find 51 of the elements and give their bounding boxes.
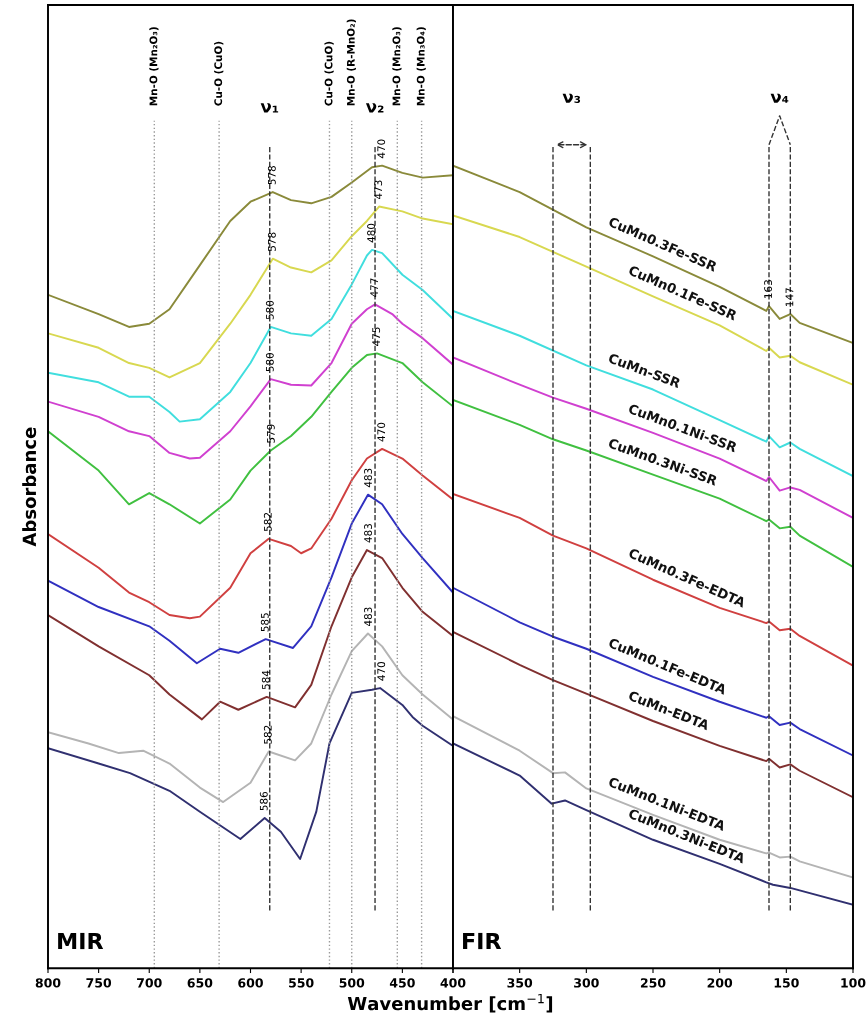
annotation: 584 xyxy=(261,670,270,690)
x-tick-label: 800 xyxy=(35,978,61,988)
annotation: 586 xyxy=(259,791,268,811)
ref-line-label: ν₃ xyxy=(562,93,581,103)
annotation: 582 xyxy=(263,513,272,532)
x-axis-title: Wavenumber [cm$^{−1}$] xyxy=(347,993,553,1013)
annotation: 582 xyxy=(263,725,272,744)
annotation: 163 xyxy=(764,280,773,298)
annotation: 483 xyxy=(364,607,372,627)
x-tick-label: 250 xyxy=(640,978,666,988)
annotation: 470 xyxy=(377,139,386,159)
ref-line-label: Mn-O (R-MnO₂) xyxy=(346,19,356,106)
annotation: 475 xyxy=(372,327,381,346)
annotation: 483 xyxy=(364,468,372,488)
y-axis-title: Absorbance xyxy=(22,427,37,547)
ref-line-label: ν₁ xyxy=(260,103,279,113)
annotation: 480 xyxy=(367,223,376,243)
x-tick-label: 400 xyxy=(440,978,466,988)
x-tick-label: 700 xyxy=(137,978,162,988)
annotation: 578 xyxy=(267,232,276,251)
ref-line-label: Mn-O (Mn₂O₃) xyxy=(149,27,159,106)
x-tick-label: 350 xyxy=(507,978,533,988)
annotation: 147 xyxy=(785,288,794,306)
x-tick-label: 500 xyxy=(339,978,365,988)
annotation: 477 xyxy=(370,278,378,297)
annotation: 483 xyxy=(364,524,372,543)
x-tick-label: 750 xyxy=(86,978,112,988)
x-tick-label: 150 xyxy=(774,978,799,988)
annotation: 580 xyxy=(265,300,274,320)
x-tick-label: 550 xyxy=(289,978,314,988)
x-tick-label: 100 xyxy=(841,978,866,988)
annotation: 578 xyxy=(267,165,276,185)
annotation: 473 xyxy=(374,180,383,200)
x-tick-label: 650 xyxy=(187,978,213,988)
annotation: 580 xyxy=(265,352,274,372)
ref-line-label: Mn-O (Mn₃O₄) xyxy=(416,27,426,106)
annotation: 470 xyxy=(377,422,386,442)
annotation: 585 xyxy=(260,613,269,632)
ref-line-label: Mn-O (Mn₂O₃) xyxy=(392,27,402,106)
x-tick-label: 200 xyxy=(707,978,733,988)
annotation: 470 xyxy=(377,661,386,681)
ref-line-label: Cu-O (CuO) xyxy=(324,41,334,106)
x-tick-label: 600 xyxy=(238,978,263,988)
ref-line-label: ν₄ xyxy=(770,93,789,103)
annotation: FIR xyxy=(463,932,502,950)
x-tick-label: 300 xyxy=(574,978,599,988)
ref-line-label: Cu-O (CuO) xyxy=(214,41,224,106)
x-tick-label: 450 xyxy=(389,978,415,988)
ref-line-label: ν₂ xyxy=(365,103,384,113)
annotation: 579 xyxy=(266,424,275,443)
annotation: MIR xyxy=(58,932,104,950)
